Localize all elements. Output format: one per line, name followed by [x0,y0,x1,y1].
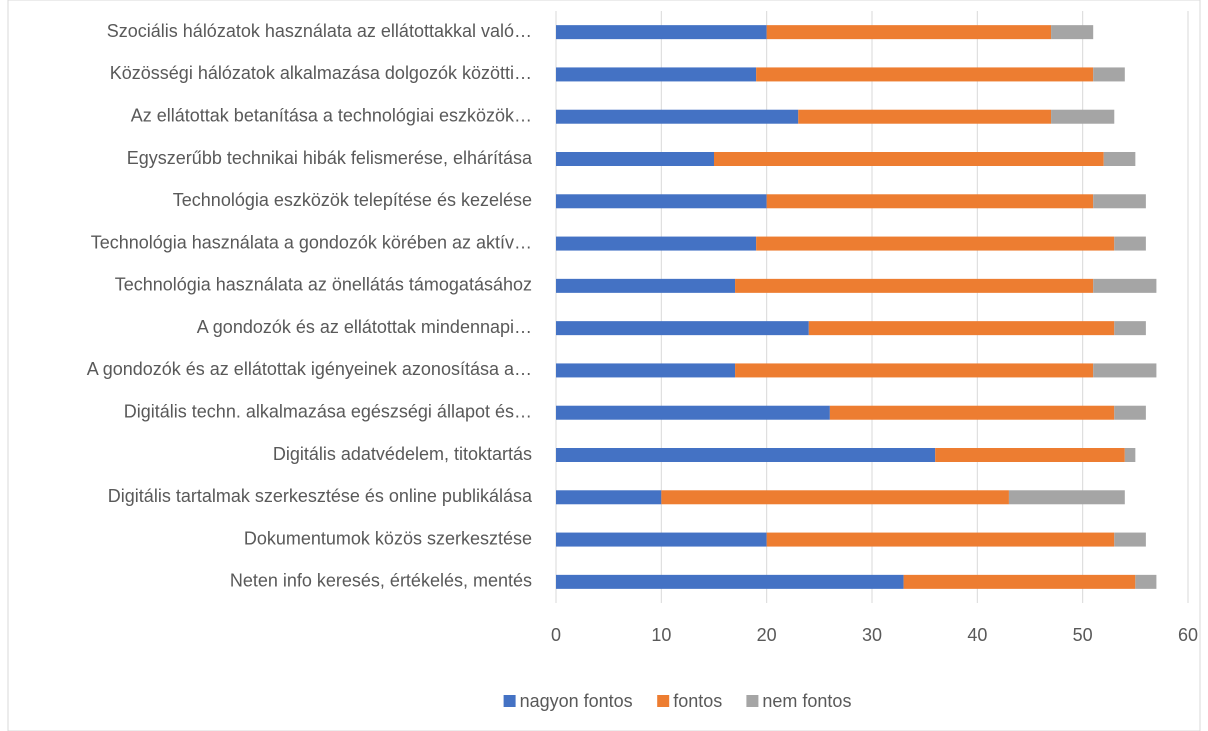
y-tick-label: Digitális techn. alkalmazása egészségi á… [124,401,532,421]
bar-segment [1114,405,1146,420]
legend-label: nem fontos [762,691,851,711]
bar-segment [1093,278,1157,293]
x-tick-label: 10 [651,625,671,645]
bar-segment [1114,532,1146,547]
bar-segment [556,448,936,462]
y-tick-label: Szociális hálózatok használata az elláto… [107,21,532,41]
y-tick-label: Közösségi hálózatok alkalmazása dolgozók… [110,63,532,83]
bar-segment [1051,25,1094,40]
y-tick-label: Neten info keresés, értékelés, mentés [230,571,532,591]
bar-segment [903,574,1136,589]
legend-label: fontos [673,691,722,711]
bar-segment [556,490,662,505]
bar-segment [556,278,736,293]
y-tick-label: Technológia eszközök telepítése és kezel… [173,190,532,210]
y-tick-label: Egyszerűbb technikai hibák felismerése, … [127,148,533,168]
bar-segment [556,152,714,166]
bar-segment [756,236,1115,251]
bar-segment [714,152,1104,166]
bar-segment [1093,67,1125,82]
legend-swatch [746,695,759,707]
y-tick-label: Digitális adatvédelem, titoktartás [273,444,532,464]
x-tick-label: 40 [967,625,987,645]
bar-segment [1008,490,1125,505]
legend-swatch [657,695,670,707]
x-tick-label: 50 [1073,625,1093,645]
legend-swatch [503,695,516,707]
y-tick-label: A gondozók és az ellátottak igényeinek a… [87,359,532,379]
legend-label: nagyon fontos [520,691,633,711]
y-tick-label: Technológia használata az önellátás támo… [115,275,532,295]
x-tick-label: 60 [1178,625,1198,645]
bar-segment [1051,109,1115,124]
bar-segment [766,194,1094,209]
bar-segment [556,321,809,336]
x-tick-label: 20 [757,625,777,645]
bar-segment [556,405,830,420]
bar-segment [798,109,1052,124]
bar-segment [766,25,1052,40]
x-tick-label: 0 [551,625,561,645]
y-tick-label: Digitális tartalmak szerkesztése és onli… [108,486,533,506]
bar-segment [766,532,1115,547]
bar-segment [556,363,736,378]
bar-segment [935,448,1125,462]
bar-segment [556,194,767,209]
bar-segment [1093,194,1146,209]
x-tick-label: 30 [862,625,882,645]
y-tick-label: Technológia használata a gondozók körébe… [91,232,532,252]
y-tick-label: Dokumentumok közös szerkesztése [244,528,532,548]
bar-segment [556,109,799,124]
bar-segment [1135,574,1157,589]
bar-segment [556,236,757,251]
bar-segment [556,25,767,40]
bar-segment [1103,152,1136,166]
bar-segment [661,490,1009,505]
bar-segment [735,278,1094,293]
bar-segment [1114,236,1146,251]
bar-segment [735,363,1094,378]
bar-segment [756,67,1094,82]
bar-segment [1124,448,1136,462]
bar-segment [556,67,757,82]
bar-segment [1114,321,1146,336]
bar-segment [556,574,904,589]
bar-segment [556,532,767,547]
bar-segment [808,321,1115,336]
y-tick-label: A gondozók és az ellátottak mindennapi… [197,317,532,337]
bar-segment [829,405,1115,420]
y-tick-label: Az ellátottak betanítása a technológiai … [131,105,532,125]
bar-segment [1093,363,1157,378]
